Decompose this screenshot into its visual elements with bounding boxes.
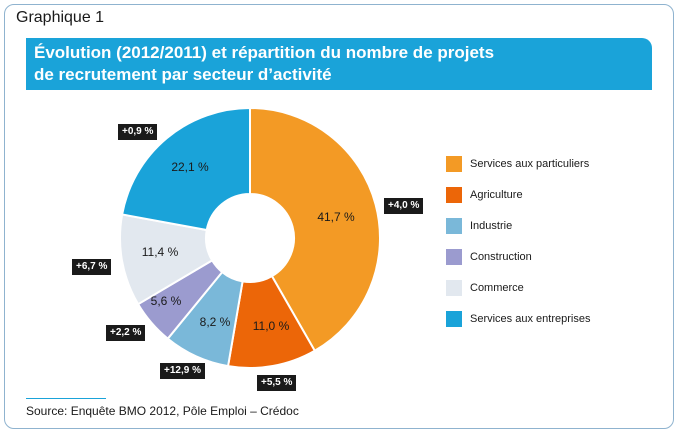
chart-frame [4, 4, 674, 429]
source-note: Source: Enquête BMO 2012, Pôle Emploi – … [26, 404, 299, 418]
slice-services-entreprises [120, 106, 251, 232]
graph-label: Graphique 1 [16, 9, 105, 26]
change-label-commerce: +6,7 % [72, 259, 112, 275]
slice-label-industrie: 8,2 % [200, 315, 231, 329]
change-label-industrie: +12,9 % [160, 363, 205, 379]
legend-swatch-services-particuliers [446, 156, 462, 172]
legend-label-services-entreprises: Services aux entreprises [470, 313, 591, 325]
legend-label-industrie: Industrie [470, 220, 513, 232]
change-label-construction: +2,2 % [106, 325, 146, 341]
change-label-services-entreprises: +0,9 % [118, 124, 158, 140]
chart-title: Évolution (2012/2011) et répartition du … [26, 38, 652, 90]
legend-item-agriculture: Agriculture [446, 185, 523, 205]
legend-label-services-particuliers: Services aux particuliers [470, 158, 590, 170]
source-rule [26, 398, 106, 399]
slice-label-commerce: 11,4 % [142, 245, 179, 259]
slice-label-construction: 5,6 % [151, 294, 182, 308]
legend-item-services-particuliers: Services aux particuliers [446, 154, 589, 174]
legend-label-commerce: Commerce [470, 282, 524, 294]
slice-label-services-entreprises: 22,1 % [171, 160, 209, 174]
legend-swatch-agriculture [446, 187, 462, 203]
legend-item-commerce: Commerce [446, 278, 524, 298]
chart-title-line-2: de recrutement par secteur d’activité [34, 65, 332, 84]
slice-label-services-particuliers: 41,7 % [317, 210, 355, 224]
change-label-services-particuliers: +4,0 % [384, 198, 424, 214]
legend-item-services-entreprises: Services aux entreprises [446, 309, 590, 329]
legend-swatch-industrie [446, 218, 462, 234]
slice-services-particuliers [249, 106, 381, 353]
slice-label-agriculture: 11,0 % [253, 319, 290, 333]
chart-title-line-1: Évolution (2012/2011) et répartition du … [34, 43, 495, 62]
legend-item-industrie: Industrie [446, 216, 512, 236]
legend-item-construction: Construction [446, 247, 532, 267]
legend-swatch-services-entreprises [446, 311, 462, 327]
change-label-agriculture: +5,5 % [257, 375, 297, 391]
legend-swatch-construction [446, 249, 462, 265]
legend-swatch-commerce [446, 280, 462, 296]
legend-label-construction: Construction [470, 251, 532, 263]
legend-label-agriculture: Agriculture [470, 189, 523, 201]
